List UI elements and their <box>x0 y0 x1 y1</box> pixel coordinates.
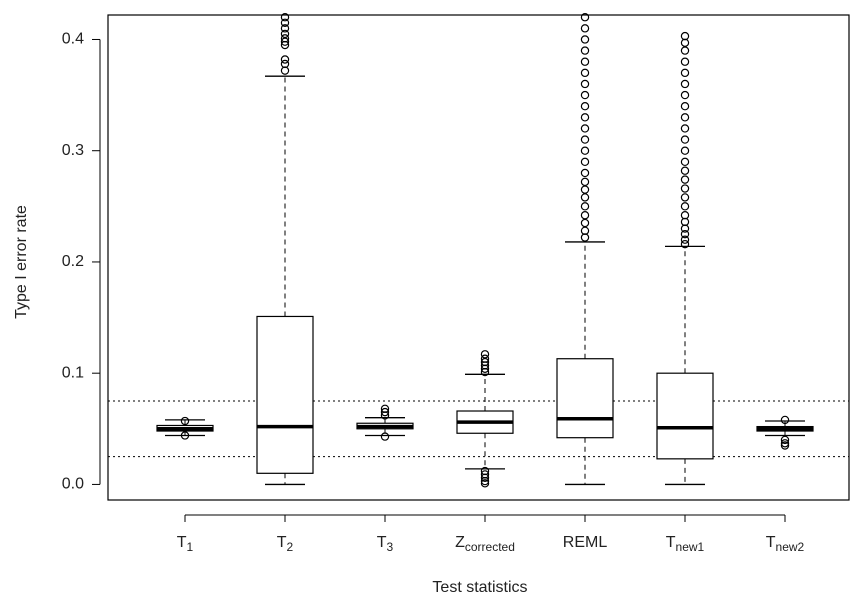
label-subscript: corrected <box>465 540 515 554</box>
outlier <box>380 432 390 441</box>
outlier <box>680 102 690 111</box>
outlier <box>580 24 590 33</box>
x-tick-label: T2 <box>277 534 294 554</box>
x-tick-label: T3 <box>377 534 394 554</box>
outlier <box>680 239 690 249</box>
label-base: T <box>377 534 387 551</box>
outlier <box>680 211 690 220</box>
outlier <box>280 13 290 22</box>
y-tick-label: 0.3 <box>62 142 84 159</box>
outlier <box>680 202 690 211</box>
x-axis-title: Test statistics <box>432 579 527 596</box>
outlier <box>580 68 590 78</box>
label-base: T <box>277 534 287 551</box>
outlier <box>280 55 290 64</box>
outlier <box>680 46 690 55</box>
x-tick-label: Zcorrected <box>455 534 515 554</box>
outlier <box>580 157 590 167</box>
box <box>656 372 714 460</box>
label-base: T <box>766 534 776 551</box>
label-subscript: 3 <box>387 540 394 554</box>
y-tick-label: 0.4 <box>62 31 84 48</box>
outlier <box>780 415 790 425</box>
outlier <box>180 431 190 440</box>
outlier <box>580 135 590 144</box>
label-base: T <box>666 534 676 551</box>
x-tick-label: Tnew2 <box>766 534 805 554</box>
outlier <box>580 57 590 66</box>
label-base: REML <box>563 534 608 551</box>
label-base: Z <box>455 534 465 551</box>
outlier <box>680 175 690 184</box>
outlier <box>680 229 690 239</box>
y-tick-label: 0.1 <box>62 364 84 381</box>
outlier <box>380 404 390 413</box>
outlier <box>680 79 690 89</box>
outlier <box>680 113 690 122</box>
outlier <box>280 59 290 69</box>
outlier <box>680 124 690 133</box>
outlier <box>780 441 790 450</box>
outlier <box>580 35 590 44</box>
outlier <box>680 146 690 155</box>
outlier <box>680 31 690 41</box>
outlier <box>580 193 590 202</box>
outlier <box>580 124 590 133</box>
outlier <box>580 90 590 100</box>
y-tick-label: 0.2 <box>62 253 84 270</box>
outlier <box>480 473 490 482</box>
label-base: T <box>177 534 187 551</box>
outlier <box>280 29 290 39</box>
plot-frame <box>107 14 850 501</box>
outlier <box>680 135 690 144</box>
outlier <box>480 476 490 486</box>
outlier <box>680 235 690 244</box>
outlier <box>280 18 290 27</box>
outlier <box>580 113 590 122</box>
outlier <box>780 435 790 445</box>
outlier <box>680 68 690 78</box>
x-tick-label: Tnew1 <box>666 534 705 554</box>
y-tick-label: 0.0 <box>62 476 84 493</box>
outlier <box>680 166 690 175</box>
x-tick-label: REML <box>563 534 608 551</box>
outlier <box>580 185 590 194</box>
outlier <box>480 354 490 363</box>
outlier <box>580 218 590 228</box>
outlier <box>780 439 790 448</box>
outlier <box>680 157 690 167</box>
outlier <box>680 90 690 100</box>
outlier <box>580 102 590 111</box>
outlier <box>680 57 690 66</box>
outlier <box>680 184 690 193</box>
outlier <box>280 24 290 33</box>
outlier <box>680 193 690 202</box>
label-subscript: 1 <box>187 540 194 554</box>
outlier <box>580 177 590 187</box>
label-subscript: new2 <box>776 540 805 554</box>
outlier <box>580 79 590 89</box>
outlier <box>580 202 590 211</box>
outlier <box>480 479 490 488</box>
box <box>556 358 614 439</box>
box <box>256 315 314 474</box>
outlier <box>580 168 590 178</box>
label-subscript: 2 <box>287 540 294 554</box>
outlier <box>480 350 490 359</box>
outlier <box>580 211 590 220</box>
x-tick-label: T1 <box>177 534 194 554</box>
outlier <box>180 416 190 426</box>
label-subscript: new1 <box>676 540 705 554</box>
outlier <box>580 13 590 22</box>
outlier <box>580 146 590 155</box>
outlier <box>280 34 290 43</box>
outlier <box>380 407 390 417</box>
y-axis-title: Type I error rate <box>13 205 30 319</box>
outlier <box>580 46 590 55</box>
